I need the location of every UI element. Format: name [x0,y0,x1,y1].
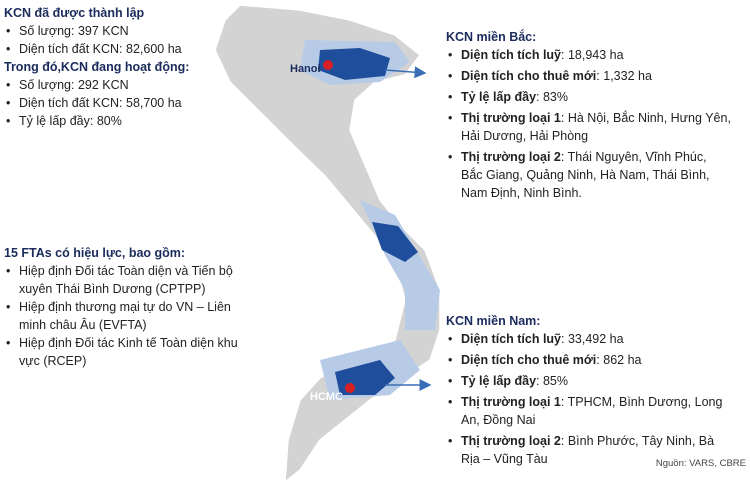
item: Thị trường loại 2: Bình Phước, Tây Ninh,… [448,432,736,468]
item-label: Diện tích cho thuê mới [461,69,597,83]
item-label: Thị trường loại 1 [461,395,561,409]
item-value: : 1,332 ha [596,69,652,83]
item: Diện tích cho thuê mới: 862 ha [448,351,736,369]
item: Số lượng: 292 KCN [6,76,234,94]
item-value: : 862 ha [596,353,642,367]
item-label: Diện tích tích luỹ [461,332,562,346]
established-block: KCN đã được thành lập Số lượng: 397 KCN … [4,4,234,130]
list: Số lượng: 292 KCN Diện tích đất KCN: 58,… [4,76,234,130]
item: Thị trường loại 2: Thái Nguyên, Vĩnh Phú… [448,148,731,202]
item: Số lượng: 397 KCN [6,22,234,40]
source: Nguồn: VARS, CBRE [655,458,746,469]
item-value: : 33,492 ha [561,332,624,346]
item: Thị trường loại 1: Hà Nội, Bắc Ninh, Hưn… [448,109,731,145]
item-label: Diện tích cho thuê mới [461,353,597,367]
item: Hiệp định thương mại tự do VN – Liên min… [6,298,259,334]
item-label: Diện tích tích luỹ [461,48,562,62]
city-dot [323,60,333,70]
heading: 15 FTAs có hiệu lực, bao gồm: [4,246,186,260]
item-value: : 18,943 ha [561,48,624,62]
item: Tỷ lệ lấp đầy: 83% [448,88,731,106]
heading: KCN đã được thành lập [4,6,145,20]
list: Hiệp định Đối tác Toàn diện và Tiến bộ x… [4,262,259,370]
item-label: Thị trường loại 2 [461,434,561,448]
item: Diện tích đất KCN: 82,600 ha [6,40,234,58]
item: Hiệp định Đối tác Kinh tế Toàn diện khu … [6,334,259,370]
item: Diện tích cho thuê mới: 1,332 ha [448,67,731,85]
item-value: : TPHCM, Bình Dương, Long An, Đồng Nai [461,395,723,427]
city-dot [345,383,355,393]
heading: Trong đó,KCN đang hoạt động: [4,60,190,74]
list: Diện tích tích luỹ: 18,943 ha Diện tích c… [446,46,731,202]
item-label: Tỷ lệ lấp đầy [461,90,537,104]
list: Số lượng: 397 KCN Diện tích đất KCN: 82,… [4,22,234,58]
item: Diện tích tích luỹ: 18,943 ha [448,46,731,64]
item-value: : 85% [536,374,568,388]
item-value: : Hà Nội, Bắc Ninh, Hưng Yên, Hải Dương,… [461,111,731,143]
fta-block: 15 FTAs có hiệu lực, bao gồm: Hiệp định … [4,244,259,370]
heading: KCN miền Nam: [446,314,541,328]
city-label: Hanoi [290,63,321,75]
item-label: Tỷ lệ lấp đầy [461,374,537,388]
item: Hiệp định Đối tác Toàn diện và Tiến bộ x… [6,262,259,298]
list: Diện tích tích luỹ: 33,492 ha Diện tích c… [446,330,736,468]
item: Thị trường loại 1: TPHCM, Bình Dương, Lo… [448,393,736,429]
dark-region [372,222,418,262]
item: Diện tích tích luỹ: 33,492 ha [448,330,736,348]
city-label: HCMC [310,391,343,403]
item: Tỷ lệ lấp đầy: 85% [448,372,736,390]
heading: KCN miền Bắc: [446,30,537,44]
item-value: : Bình Phước, Tây Ninh, Bà Rịa – Vũng Tà… [461,434,715,466]
item: Tỷ lệ lấp đầy: 80% [6,112,234,130]
item-value: : Thái Nguyên, Vĩnh Phúc, Bắc Giang, Quả… [461,150,710,200]
south-block: KCN miền Nam: Diện tích tích luỹ: 33,492… [446,312,736,471]
item-label: Thị trường loại 2 [461,150,561,164]
item: Diện tích đất KCN: 58,700 ha [6,94,234,112]
item-value: : 83% [536,90,568,104]
arrow [384,66,427,79]
dark-region [318,48,390,80]
north-block: KCN miền Bắc: Diện tích tích luỹ: 18,943… [446,28,731,205]
item-label: Thị trường loại 1 [461,111,561,125]
